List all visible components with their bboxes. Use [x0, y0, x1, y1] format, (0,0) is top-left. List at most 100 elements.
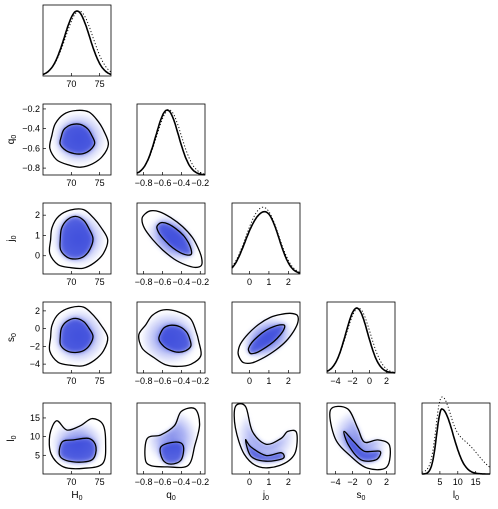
- panel-frame: [136, 103, 206, 176]
- contour-68: [59, 215, 94, 260]
- marginal-curve-dotted-l0: [421, 396, 491, 473]
- x-axis-label-q0: q0: [166, 490, 176, 502]
- marginal-curve-H0: [42, 10, 112, 76]
- x-tick-label: −0.6: [154, 376, 172, 386]
- x-tick-label: 70: [66, 79, 76, 89]
- y-tick-label: 15: [30, 413, 40, 423]
- density-fill-outer: [144, 407, 200, 468]
- x-tick-label: −4: [330, 477, 340, 487]
- contour-68: [158, 324, 192, 353]
- density-fill-core: [160, 442, 184, 465]
- joint-panel-l0-vs-H0: 70 75 15 10 5: [30, 402, 112, 487]
- y-axis-label-j0: j0: [6, 235, 18, 242]
- x-tick-label: −0.4: [172, 178, 190, 188]
- x-tick-label: 75: [95, 178, 105, 188]
- density-fill-core: [59, 438, 97, 463]
- contour-68: [156, 221, 193, 256]
- y-tick-label: −0.6: [22, 143, 40, 153]
- x-tick-label: −0.2: [191, 376, 209, 386]
- x-tick-label: 1: [266, 376, 271, 386]
- x-tick-label: 75: [95, 79, 105, 89]
- joint-panel-l0-vs-j0: 0 1 2: [231, 402, 301, 487]
- density-fill-core: [343, 431, 381, 462]
- panel-frame: [421, 402, 491, 475]
- contour-68: [247, 324, 286, 355]
- y-axis-label-q0: q0: [6, 135, 18, 145]
- marginal-panel-q0: −0.8 −0.6 −0.4 −0.2: [135, 103, 209, 188]
- density-fill-core: [59, 318, 94, 353]
- contour-68: [343, 430, 382, 462]
- x-tick-label: −0.8: [135, 376, 153, 386]
- density-fill-core: [156, 222, 192, 256]
- x-tick-label: −0.6: [154, 178, 172, 188]
- x-tick-label: 0: [247, 376, 252, 386]
- x-tick-label: −0.6: [154, 277, 172, 287]
- contour-95: [329, 405, 391, 471]
- x-tick-label: 70: [66, 477, 76, 487]
- density-fill-core: [59, 123, 95, 155]
- x-tick-label: −0.4: [172, 277, 190, 287]
- x-tick-label: 2: [384, 477, 389, 487]
- x-tick-label: −0.8: [135, 178, 153, 188]
- joint-panel-l0-vs-q0: −0.8 −0.6 −0.4 −0.2: [135, 402, 209, 487]
- contour-68: [58, 437, 97, 463]
- contour-68: [159, 441, 185, 465]
- x-axis-label-j0: j0: [262, 490, 269, 502]
- marginal-curve-s0: [326, 307, 395, 374]
- x-tick-label: 0: [367, 376, 372, 386]
- y-tick-label: −4: [30, 359, 40, 369]
- contour-95: [138, 309, 202, 368]
- y-tick-label: 2: [35, 306, 40, 316]
- density-fill-core: [248, 324, 285, 354]
- y-tick-label: 0: [35, 251, 40, 261]
- x-tick-label: 1: [266, 277, 271, 287]
- marginal-curve-q0: [136, 109, 205, 176]
- x-tick-label: −0.8: [135, 477, 153, 487]
- x-tick-label: −4: [330, 376, 340, 386]
- contour-95: [49, 109, 110, 168]
- y-tick-label: 0: [35, 324, 40, 334]
- x-tick-label: 70: [66, 376, 76, 386]
- x-axis-label-s0: s0: [357, 490, 366, 502]
- contour-95: [48, 208, 109, 270]
- marginal-panel-s0: −4 −2 0 2: [326, 301, 396, 386]
- contour-68: [244, 439, 285, 462]
- y-axis-label-s0: s0: [6, 333, 18, 342]
- y-tick-label: −0.8: [22, 163, 40, 173]
- x-tick-label: 0: [247, 477, 252, 487]
- x-tick-label: 70: [66, 277, 76, 287]
- x-tick-label: −0.2: [191, 277, 209, 287]
- y-axis-label-l0: l0: [6, 435, 18, 441]
- x-tick-label: −0.8: [135, 277, 153, 287]
- contour-95: [233, 403, 298, 469]
- marginal-panel-j0: 0 1 2: [231, 202, 301, 287]
- contour-68: [59, 317, 94, 354]
- x-axis-label-H0: H0: [71, 490, 82, 502]
- contour-95: [48, 417, 107, 470]
- x-tick-label: 2: [286, 477, 291, 487]
- marginal-panel-l0: 5 10 15: [421, 396, 491, 487]
- x-tick-label: 5: [437, 477, 442, 487]
- contour-95: [48, 305, 109, 367]
- x-tick-label: 2: [286, 277, 291, 287]
- joint-panel-q0-vs-H0: 70 75 −0.2 −0.4 −0.6 −0.8: [22, 103, 112, 188]
- marginal-curve-j0: [231, 210, 301, 274]
- marginal-curve-dotted-j0: [231, 206, 301, 273]
- density-fill-core: [59, 216, 94, 260]
- marginal-panel-H0: 70 75: [42, 4, 112, 89]
- x-tick-label: −0.4: [172, 376, 190, 386]
- x-tick-label: −0.2: [191, 178, 209, 188]
- contour-68: [59, 123, 96, 155]
- marginal-curve-l0: [421, 408, 490, 475]
- contour-95: [141, 210, 203, 269]
- y-tick-label: −0.4: [22, 124, 40, 134]
- y-tick-label: −0.2: [22, 104, 40, 114]
- marginal-curve-dotted-H0: [42, 10, 112, 75]
- joint-panel-s0-vs-H0: 70 75 2 0 −2 −4: [30, 301, 112, 386]
- joint-panel-s0-vs-j0: 0 1 2: [231, 301, 301, 386]
- y-tick-label: 10: [30, 432, 40, 442]
- x-tick-label: −0.4: [172, 477, 190, 487]
- joint-panel-l0-vs-s0: −4 −2 0 2: [326, 402, 396, 487]
